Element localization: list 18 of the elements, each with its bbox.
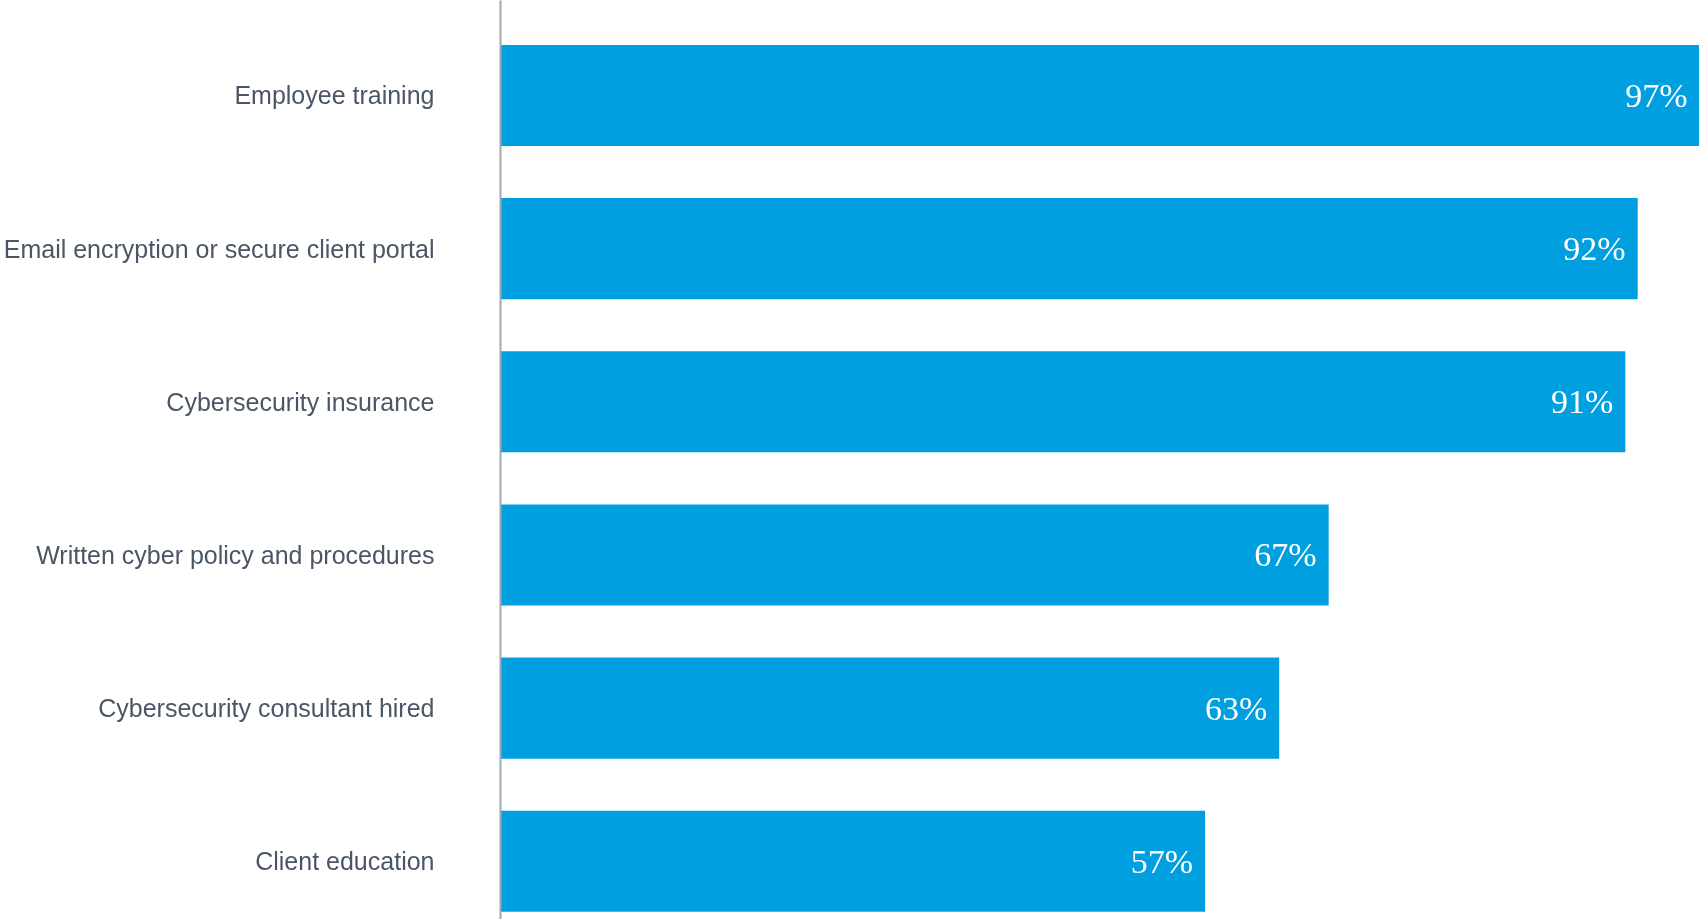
bar [500,810,1206,912]
data-label: 91% [1551,383,1614,421]
data-label: 67% [1254,536,1317,574]
y-tick-label: Email encryption or secure client portal [3,234,435,263]
data-label: 92% [1563,230,1626,268]
y-tick-label: Client education [255,847,435,876]
bar [500,657,1280,759]
y-tick-label: Written cyber policy and procedures [36,540,435,569]
data-label: 57% [1130,842,1194,880]
bar [500,198,1638,300]
data-label: 97% [1625,76,1688,114]
data-label: 63% [1204,689,1268,727]
bar [500,504,1329,606]
bar [500,44,1699,147]
y-tick-label: Employee training [234,81,435,110]
y-tick-label: Cybersecurity consultant hired [98,694,435,723]
bar [500,351,1626,453]
y-tick-label: Cybersecurity insurance [166,387,435,416]
